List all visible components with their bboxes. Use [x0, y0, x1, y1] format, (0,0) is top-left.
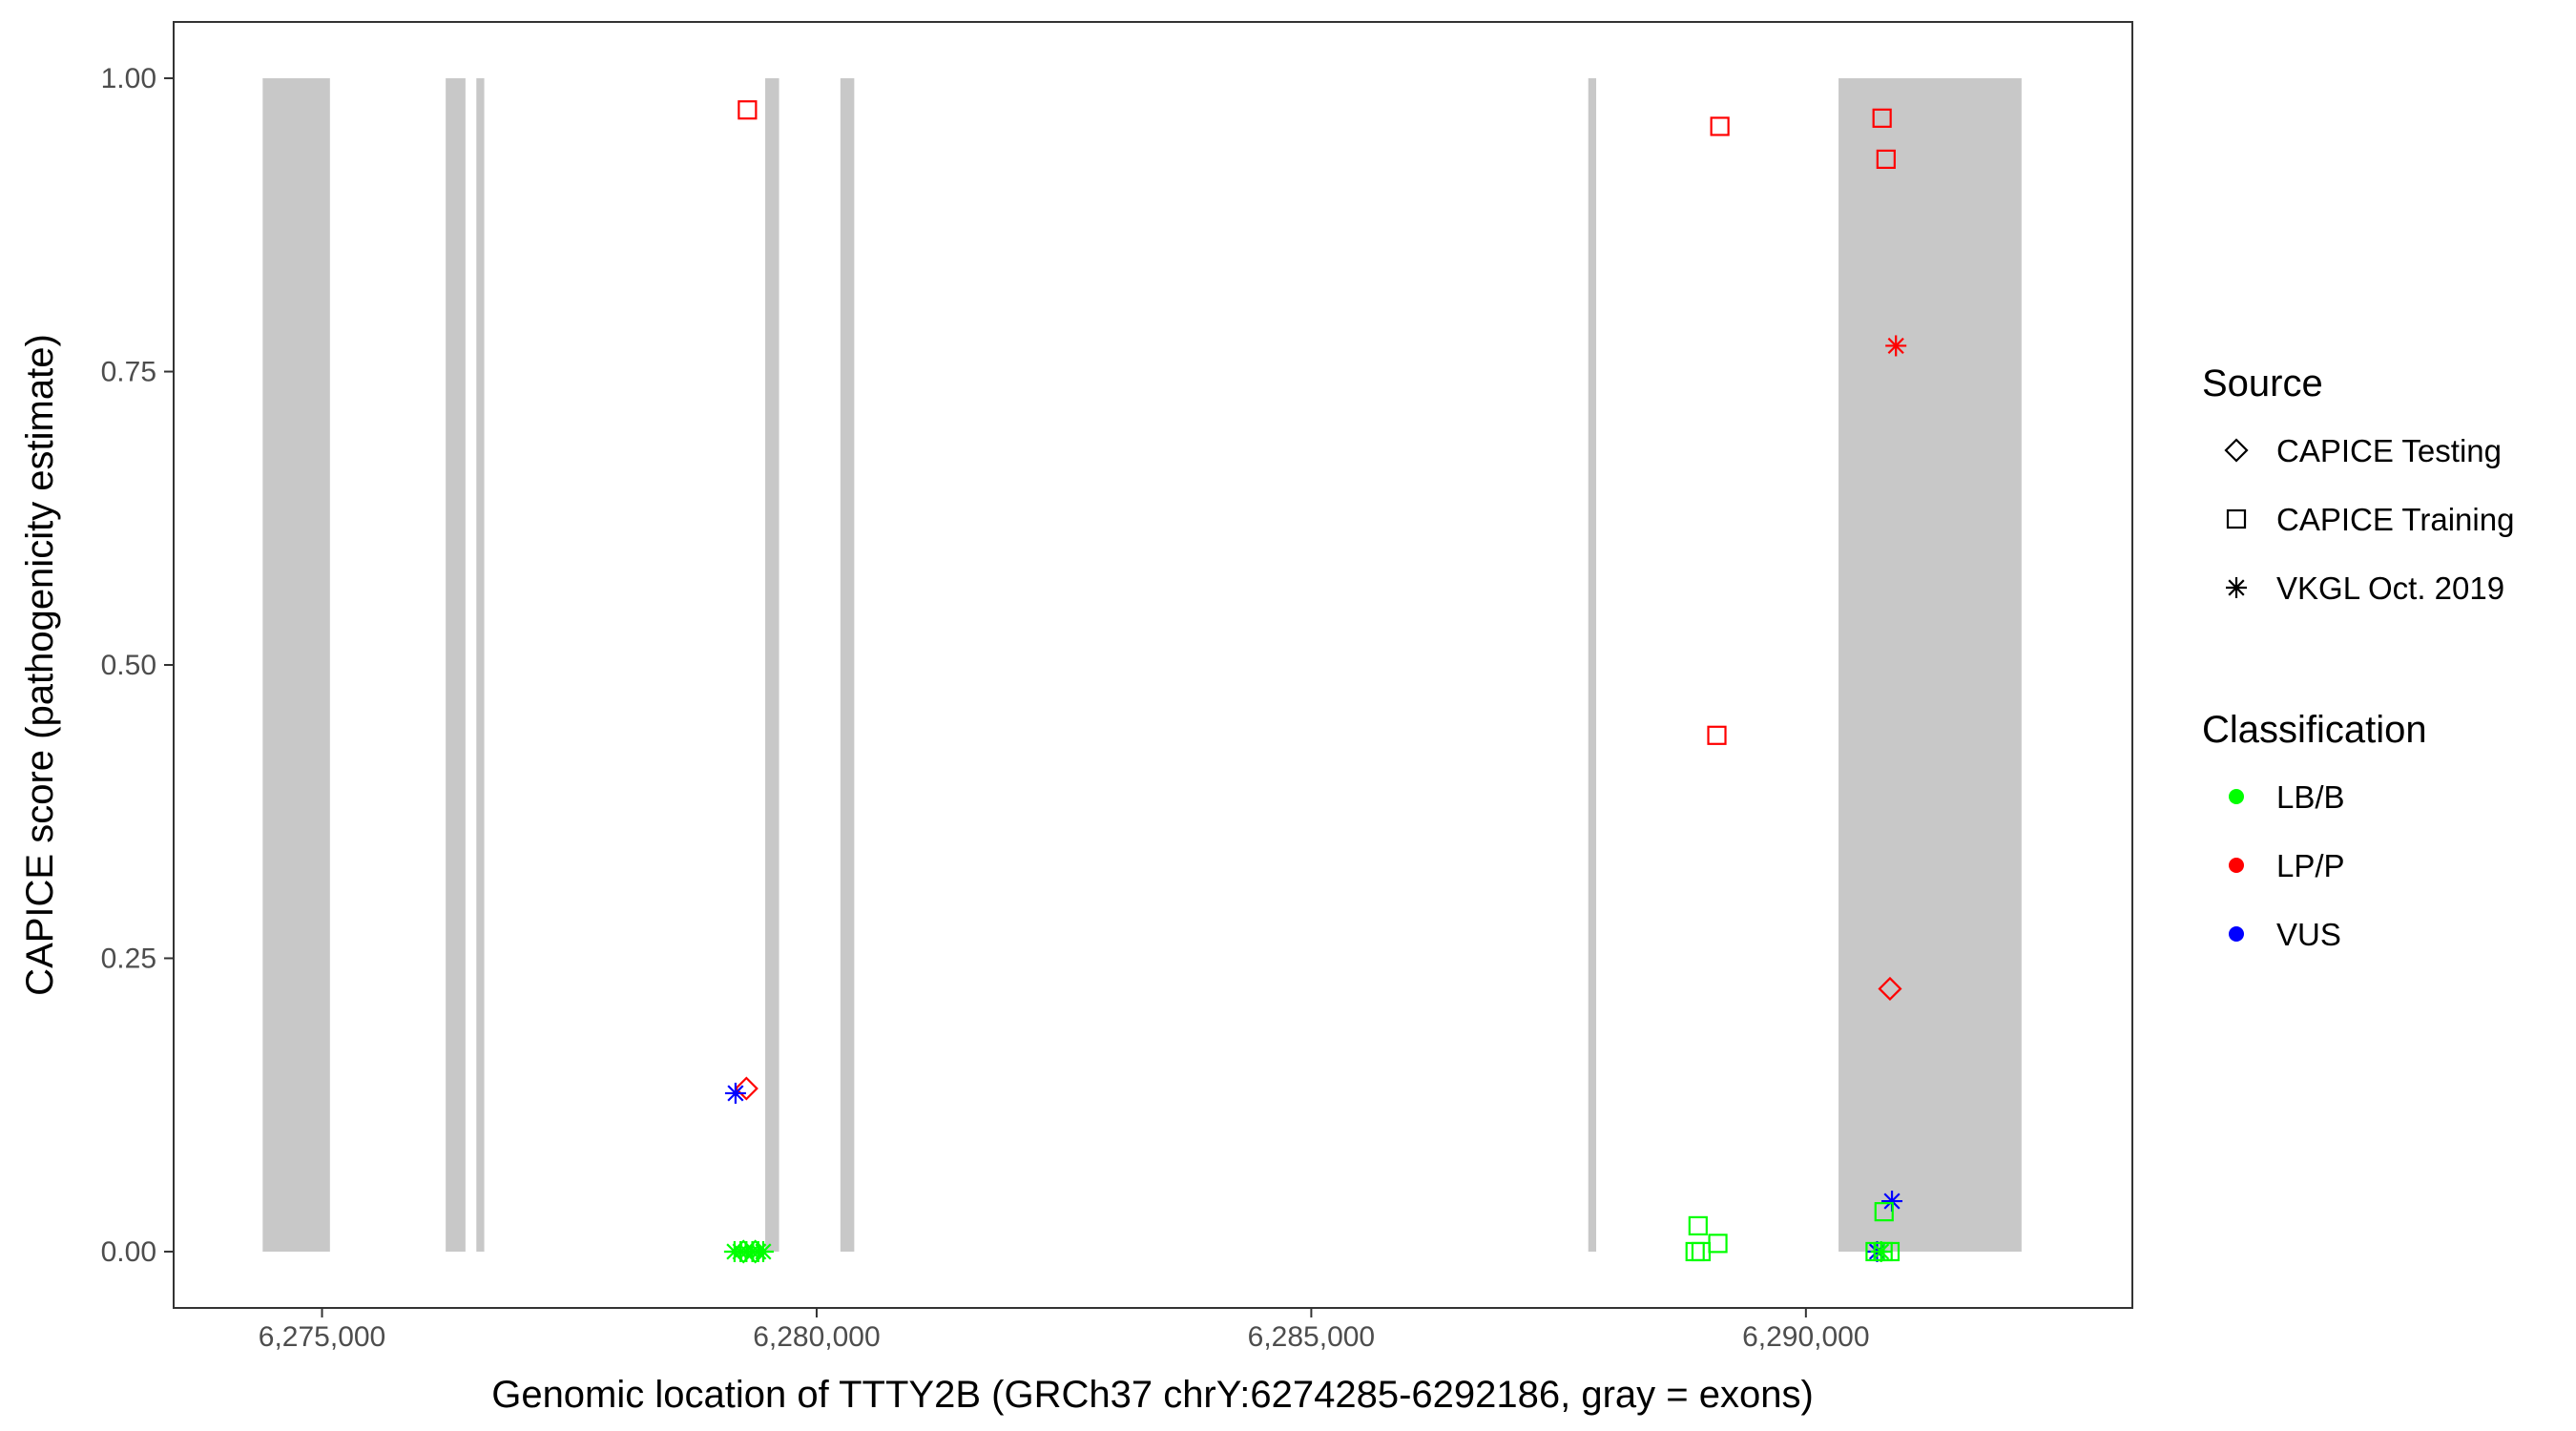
- x-axis-title: Genomic location of TTTY2B (GRCh37 chrY:…: [491, 1374, 1814, 1416]
- exon-band: [840, 78, 855, 1252]
- y-tick-label: 0.25: [101, 943, 156, 974]
- y-tick-label: 0.00: [101, 1236, 156, 1268]
- square-marker-shape: [1710, 116, 1730, 136]
- data-points: [723, 100, 1907, 1264]
- data-point: [737, 100, 758, 120]
- data-point: [1691, 1241, 1712, 1262]
- data-point: [1710, 116, 1730, 136]
- x-tick-label: 6,285,000: [1248, 1321, 1375, 1353]
- data-point: [724, 1082, 746, 1104]
- legend-classification-label: LP/P: [2276, 848, 2345, 883]
- dot-marker-shape: [2229, 789, 2244, 804]
- x-axis: 6,275,000 6,280,000 6,285,000 6,290,000: [259, 1308, 1870, 1353]
- data-point: [1878, 976, 1902, 1002]
- y-axis-title: CAPICE score (pathogenicity estimate): [19, 334, 61, 996]
- square-marker-shape: [1874, 1202, 1894, 1222]
- data-point: [731, 1239, 756, 1264]
- y-tick-label: 0.50: [101, 650, 156, 681]
- legend-source-label: CAPICE Testing: [2276, 433, 2502, 468]
- legend-source-label: CAPICE Training: [2276, 502, 2514, 537]
- exon-band: [1839, 78, 2022, 1252]
- legend-source-key: [2226, 508, 2247, 529]
- dot-marker-shape: [2229, 858, 2244, 873]
- legend-source-title: Source: [2202, 363, 2323, 404]
- y-tick-label: 1.00: [101, 63, 156, 94]
- exon-band: [262, 78, 330, 1252]
- data-point: [743, 1239, 768, 1264]
- exon-band: [446, 78, 466, 1252]
- legend-classification-items: LB/B LP/P VUS: [2229, 779, 2345, 952]
- legend-source-key: [2224, 438, 2249, 463]
- x-tick-label: 6,275,000: [259, 1321, 385, 1353]
- data-point: [1707, 725, 1727, 745]
- exon-band: [476, 78, 485, 1252]
- diamond-marker-shape: [1878, 976, 1902, 1002]
- square-marker-shape: [1688, 1215, 1708, 1236]
- square-marker-shape: [2226, 508, 2247, 529]
- y-axis: 0.00 0.25 0.50 0.75 1.00: [101, 63, 174, 1268]
- data-point: [734, 1076, 758, 1101]
- square-marker-shape: [1691, 1241, 1712, 1262]
- legend: Source CAPICE Testing CAPICE Training VKGL…: [2202, 363, 2514, 952]
- legend-classification-label: LB/B: [2276, 779, 2345, 815]
- diamond-marker-shape: [734, 1076, 758, 1101]
- data-point: [1688, 1215, 1708, 1236]
- square-marker-shape: [1707, 725, 1727, 745]
- square-marker-shape: [1872, 108, 1892, 128]
- x-tick-label: 6,280,000: [753, 1321, 880, 1353]
- legend-classification-title: Classification: [2202, 709, 2427, 751]
- legend-classification-key: [2229, 789, 2244, 804]
- data-point: [1870, 1240, 1892, 1262]
- legend-classification-key: [2229, 858, 2244, 873]
- legend-source-key: [2226, 577, 2247, 598]
- legend-source-label: VKGL Oct. 2019: [2276, 570, 2504, 606]
- square-marker-shape: [737, 100, 758, 120]
- exon-bands: [262, 78, 2022, 1252]
- data-point: [1885, 335, 1907, 357]
- legend-source-items: CAPICE Testing CAPICE Training VKGL Oct. 2…: [2224, 433, 2514, 606]
- diamond-marker-shape: [2224, 438, 2249, 463]
- exon-band: [765, 78, 779, 1252]
- data-point: [1874, 1202, 1894, 1222]
- exon-band: [1588, 78, 1597, 1252]
- dot-marker-shape: [2229, 926, 2244, 942]
- data-point: [1876, 149, 1896, 170]
- legend-classification-label: VUS: [2276, 917, 2341, 952]
- data-point: [1872, 108, 1892, 128]
- y-tick-label: 0.75: [101, 357, 156, 388]
- legend-classification-key: [2229, 926, 2244, 942]
- square-marker-shape: [1876, 149, 1896, 170]
- diamond-marker-shape: [731, 1239, 756, 1264]
- diamond-marker-shape: [743, 1239, 768, 1264]
- data-point: [752, 1240, 774, 1262]
- x-tick-label: 6,290,000: [1742, 1321, 1869, 1353]
